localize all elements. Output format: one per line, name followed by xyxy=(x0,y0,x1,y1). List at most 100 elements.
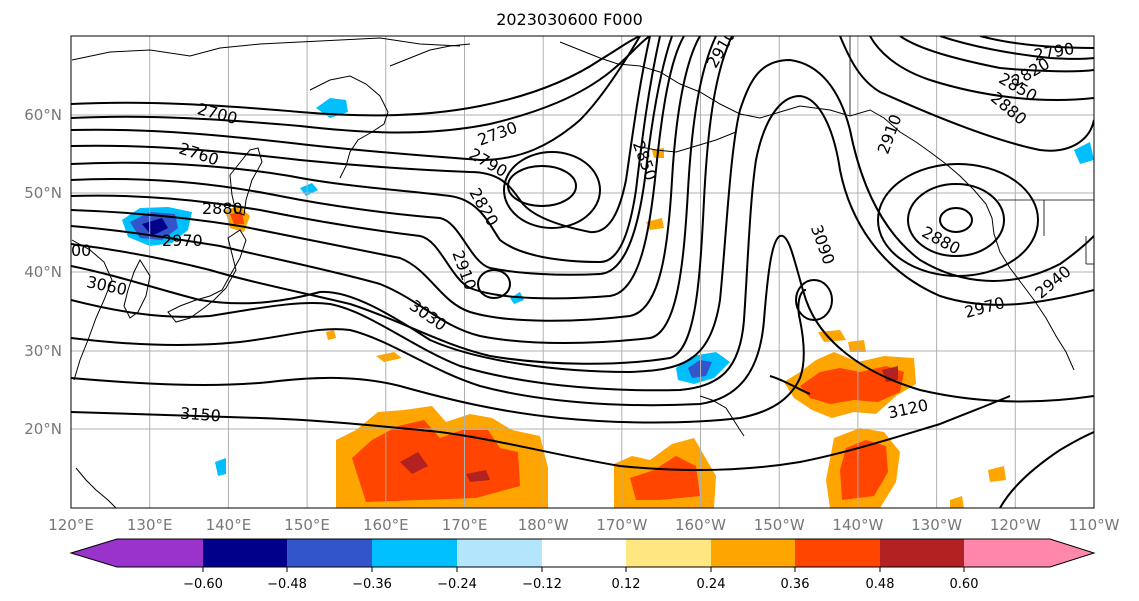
positive-shade-patch xyxy=(840,440,888,500)
lon-tick-label: 130°E xyxy=(127,516,173,534)
closed-contour xyxy=(795,279,833,321)
contour-label: 3150 xyxy=(179,404,221,426)
contour-line xyxy=(839,36,1094,152)
negative-shade-patch xyxy=(215,458,226,476)
positive-shade-patch xyxy=(950,496,964,508)
positive-shade-patch xyxy=(848,340,866,352)
contour-line xyxy=(71,94,1094,392)
lon-tick-label: 110°W xyxy=(1069,516,1120,534)
colorbar-extend-max xyxy=(1050,539,1094,567)
contour-label: 2790 xyxy=(1032,39,1075,65)
contour-label: 2700 xyxy=(195,99,239,128)
contour-line xyxy=(71,36,733,365)
lat-tick-label: 40°N xyxy=(24,263,62,281)
lon-tick-label: 150°E xyxy=(284,516,330,534)
contour-line xyxy=(999,431,1094,508)
positive-shade-patch xyxy=(376,352,402,362)
contour-label: 2970 xyxy=(962,293,1006,322)
positive-shade-patch xyxy=(988,466,1006,482)
coastline xyxy=(389,43,471,67)
coastline xyxy=(75,467,117,508)
lon-tick-label: 170°W xyxy=(596,516,647,534)
negative-shade-patch xyxy=(1074,142,1094,164)
contour-label: 2910 xyxy=(874,112,906,157)
colorbar-tick-label: 0.24 xyxy=(697,577,726,592)
contour-label: 00 xyxy=(71,241,91,260)
contour-line xyxy=(979,36,1094,49)
height-contours xyxy=(71,36,1094,508)
lat-tick-label: 20°N xyxy=(24,420,62,438)
coastline xyxy=(123,258,151,319)
lat-tick-label: 50°N xyxy=(24,184,62,202)
contour-line xyxy=(769,375,811,395)
contour-label: 2850 xyxy=(629,138,661,183)
colorbar-tick-label: 0.36 xyxy=(781,577,810,592)
colorbar-tick-label: 0.60 xyxy=(950,577,979,592)
positive-shade-patch xyxy=(326,330,336,340)
colorbar-segment xyxy=(542,539,626,567)
contour-line xyxy=(71,36,651,134)
contour-line xyxy=(939,36,1094,60)
lon-tick-label: 170°E xyxy=(442,516,488,534)
colorbar-segment xyxy=(457,539,542,567)
lon-tick-label: 180°W xyxy=(518,516,569,534)
map-title: 2023030600 F000 xyxy=(496,10,643,29)
coastline xyxy=(71,239,113,381)
contour-label: 2970 xyxy=(162,231,203,250)
positive-shade-patch xyxy=(630,456,700,500)
contour-line xyxy=(71,36,651,234)
lon-tick-label: 120°W xyxy=(990,516,1041,534)
colorbar-labels: −0.60 −0.48 −0.36 −0.24 −0.12 0.12 0.24 … xyxy=(183,577,978,592)
contour-line xyxy=(71,36,701,322)
lon-tick-label: 150°W xyxy=(754,516,805,534)
contour-line xyxy=(71,36,685,300)
contour-line xyxy=(71,36,641,117)
colorbar-tick-label: −0.24 xyxy=(437,577,477,592)
lon-tick-label: 130°W xyxy=(911,516,962,534)
lat-tick-label: 30°N xyxy=(24,342,62,360)
lon-tick-label: 140°E xyxy=(206,516,252,534)
colorbar-ticks xyxy=(202,567,965,572)
closed-contour xyxy=(477,269,511,299)
contour-label: 3090 xyxy=(807,222,839,267)
colorbar-tick-label: −0.48 xyxy=(267,577,307,592)
contour-line xyxy=(71,289,807,424)
positive-shade-patch xyxy=(230,212,244,224)
contour-line xyxy=(71,36,717,344)
contour-line xyxy=(71,58,1094,374)
closed-contour xyxy=(503,151,601,229)
colorbar-outline xyxy=(69,538,1096,568)
coastline xyxy=(635,131,737,153)
coastline xyxy=(699,395,745,437)
closed-contour xyxy=(877,163,1039,277)
coastlines xyxy=(71,37,1075,508)
colorbar-tick-label: −0.12 xyxy=(522,577,562,592)
positive-shade-patch xyxy=(400,452,428,474)
colorbar-segment xyxy=(795,539,880,567)
contour-label: 2880 xyxy=(202,199,243,218)
lon-tick-label: 160°E xyxy=(363,516,409,534)
negative-shade-patch xyxy=(142,218,168,236)
colorbar-segment xyxy=(880,539,964,567)
shaded-field xyxy=(122,98,1094,508)
lat-axis: 60°N 50°N 40°N 30°N 20°N xyxy=(24,106,62,438)
contour-line xyxy=(71,36,661,264)
graticule xyxy=(71,36,1094,508)
contour-line xyxy=(71,36,641,162)
closed-contour xyxy=(507,165,577,207)
closed-contour xyxy=(939,207,973,233)
coastline xyxy=(309,75,389,179)
positive-shade-patch xyxy=(466,470,490,482)
contour-label: 2820 xyxy=(465,185,502,230)
contour-line xyxy=(71,395,1011,472)
negative-shade-patch xyxy=(300,183,318,196)
positive-shade-patch xyxy=(646,218,664,230)
colorbar-segment xyxy=(372,539,457,567)
colorbar-tick-label: 0.12 xyxy=(612,577,641,592)
closed-contour xyxy=(907,183,1005,257)
colorbar-tick-label: 0.48 xyxy=(866,577,895,592)
colorbar xyxy=(69,538,1096,568)
borders xyxy=(849,36,1094,265)
map-frame xyxy=(70,35,1095,509)
